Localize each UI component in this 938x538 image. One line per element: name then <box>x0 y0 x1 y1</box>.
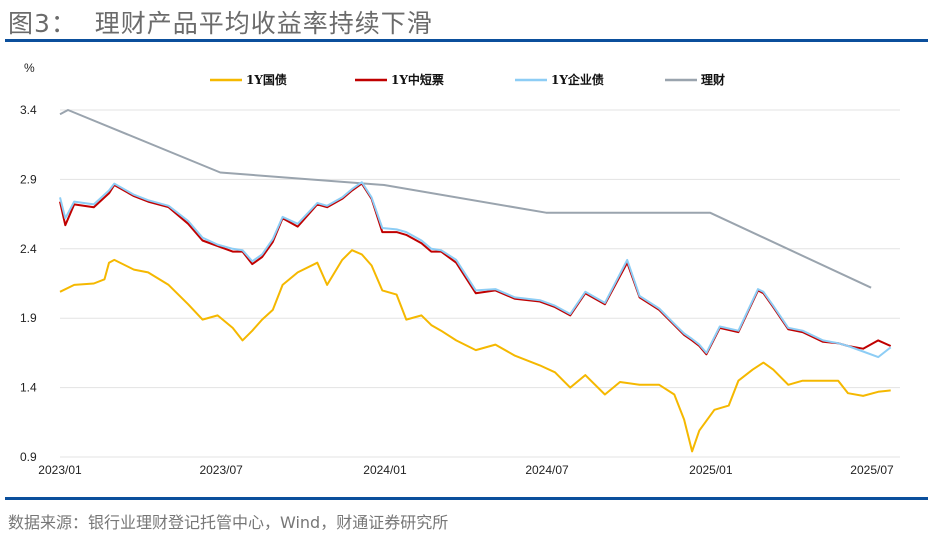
title-divider <box>5 39 928 42</box>
y-tick-label: 1.9 <box>20 311 37 325</box>
y-tick-label: 2.9 <box>20 172 37 186</box>
y-tick-label: 3.4 <box>20 103 37 117</box>
line-chart: % 0.9 1.4 1.9 2.4 2.9 3.4 2023/01 2023/07 2024/0… <box>20 61 900 477</box>
y-axis-label: % <box>24 61 35 75</box>
series-line-1 <box>59 182 892 356</box>
y-tick-label: 1.4 <box>20 381 37 395</box>
series-line-3 <box>59 109 872 289</box>
legend-label: 1Y国债 <box>246 72 287 87</box>
x-tick-label: 2023/07 <box>199 463 243 477</box>
page-title: 图3： 理财产品平均收益率持续下滑 <box>8 9 433 38</box>
series-line-0 <box>59 249 891 453</box>
series-line-2 <box>59 181 892 359</box>
source-note: 数据来源：银行业理财登记托管中心，Wind，财通证券研究所 <box>8 513 449 532</box>
legend-label: 理财 <box>701 72 725 87</box>
x-tick-label: 2025/07 <box>850 463 894 477</box>
footer-divider <box>5 497 928 500</box>
x-tick-label: 2024/07 <box>525 463 569 477</box>
x-tick-label: 2024/01 <box>363 463 407 477</box>
y-tick-label: 0.9 <box>20 450 37 464</box>
y-tick-label: 2.4 <box>20 242 37 256</box>
x-tick-label: 2023/01 <box>38 463 82 477</box>
x-tick-label: 2025/01 <box>689 463 733 477</box>
legend-label: 1Y中短票 <box>391 72 444 87</box>
legend-label: 1Y企业债 <box>551 72 604 87</box>
